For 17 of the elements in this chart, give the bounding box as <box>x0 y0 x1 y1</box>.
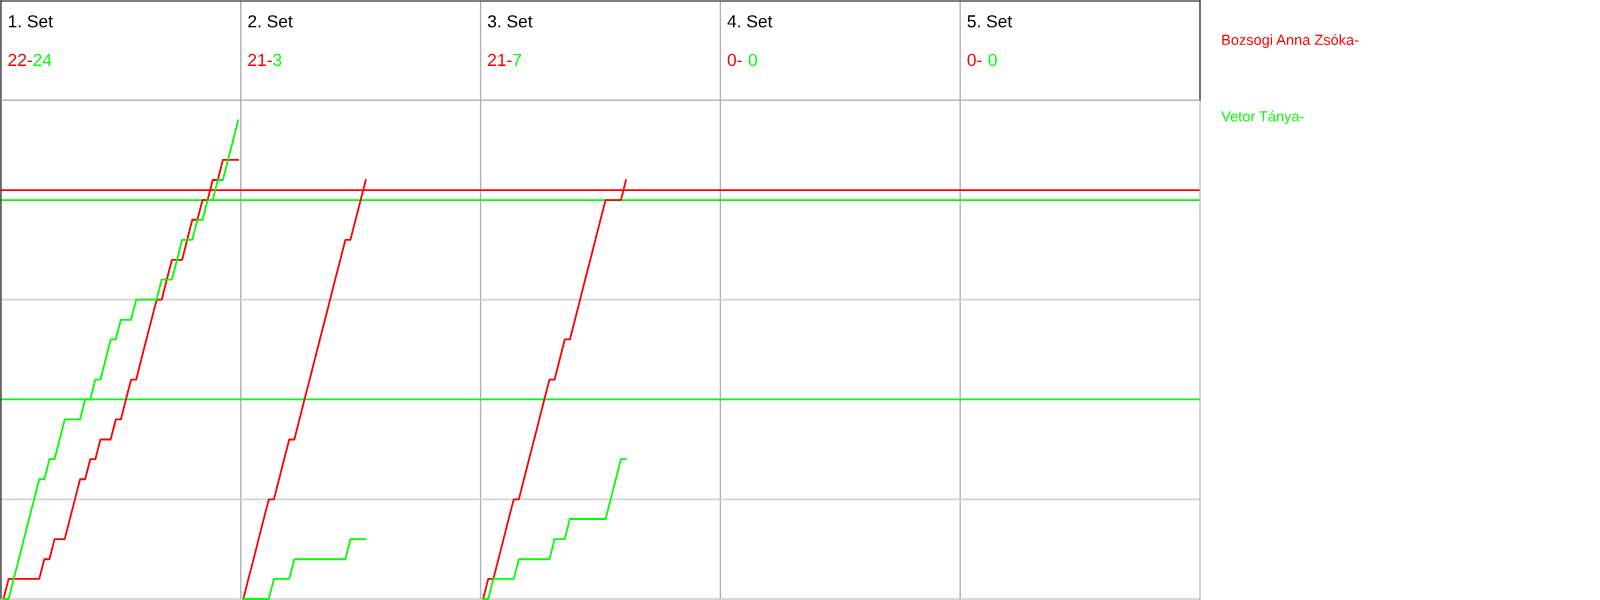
text: 5. Set <box>967 15 1013 28</box>
text: 7 <box>513 53 522 66</box>
text: 0- <box>727 53 742 67</box>
text: 3 <box>273 53 282 67</box>
text: 0- <box>967 53 982 67</box>
text: 3. Set <box>487 15 533 28</box>
text: 22- <box>8 53 32 66</box>
text: 21- <box>248 53 272 66</box>
text: 0 <box>988 53 997 67</box>
text: Vetor Tánya- <box>1221 110 1304 125</box>
text: 4. Set <box>727 15 773 28</box>
text: 2. Set <box>248 15 293 28</box>
text: 1. Set <box>8 15 53 28</box>
text: 21- <box>488 53 512 66</box>
text: Bozsogi Anna Zsóka- <box>1222 34 1359 48</box>
text: 0 <box>748 53 757 67</box>
text: 24 <box>33 53 52 66</box>
